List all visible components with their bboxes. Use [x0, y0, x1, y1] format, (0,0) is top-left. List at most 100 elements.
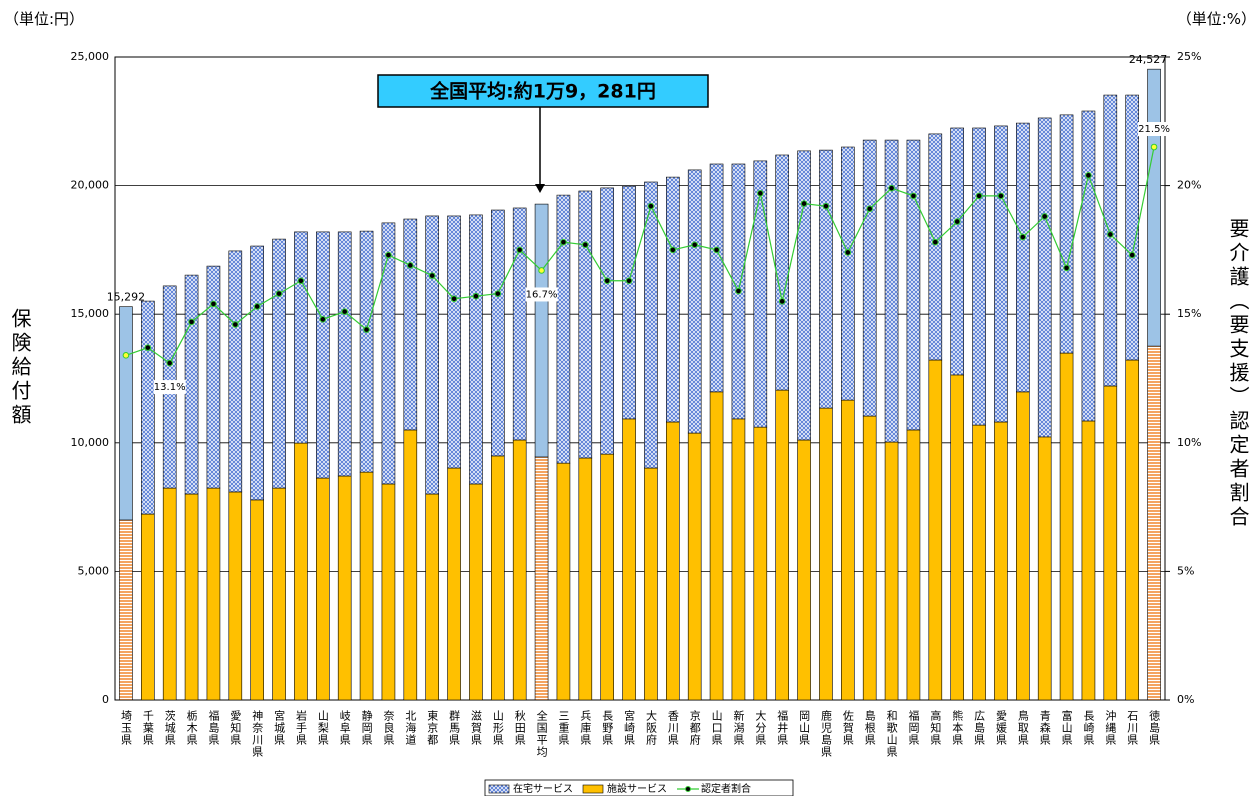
line-point — [385, 251, 392, 259]
line-point — [472, 292, 480, 300]
total-label: 15,292 — [107, 291, 146, 304]
bar-segment — [512, 439, 527, 701]
x-tick-label: 徳島県 — [1148, 710, 1161, 746]
bar-segment — [316, 477, 330, 701]
x-tick-label: 佐賀県 — [841, 709, 854, 746]
line-point — [407, 262, 414, 269]
bar-segment — [491, 209, 505, 457]
line-point — [1041, 213, 1048, 220]
bar-segment — [1016, 391, 1030, 701]
bar-segment — [819, 149, 833, 409]
bar-segment — [709, 391, 724, 701]
line-point — [757, 190, 764, 197]
x-tick-label: 静岡県 — [360, 709, 373, 746]
bar-segment — [578, 457, 593, 701]
x-tick-label: 島根県 — [863, 709, 876, 746]
x-tick-label: 岐阜県 — [338, 710, 351, 746]
bar-segment — [1059, 114, 1074, 354]
x-tick-label: 茨城県 — [163, 709, 176, 746]
bar-segment — [337, 231, 352, 477]
x-tick-label: 広島県 — [973, 710, 986, 746]
bar-segment — [1125, 359, 1139, 701]
x-tick-label: 高知県 — [929, 709, 942, 746]
bar-segment — [841, 146, 855, 401]
x-tick-label: 三重県 — [557, 710, 570, 746]
x-tick-label: 兵庫県 — [579, 710, 592, 746]
y-tick-label: 5,000 — [78, 564, 110, 577]
bar-segment — [228, 250, 243, 493]
bar-segment — [731, 418, 746, 701]
x-tick-label: 東京都 — [426, 710, 439, 746]
bar-segment — [753, 426, 768, 701]
callout: 全国平均:約1万9，281円 — [429, 80, 656, 103]
line-point — [188, 318, 195, 326]
line-point — [275, 290, 283, 297]
legend-label: 施設サービス — [607, 782, 667, 795]
bar-segment — [906, 139, 921, 431]
value-label: 16.7% — [526, 289, 558, 300]
bar-segment — [359, 471, 374, 701]
x-tick-label: 愛媛県 — [994, 710, 1007, 746]
line-point — [603, 277, 611, 285]
line-point — [1085, 172, 1092, 179]
bar-segment — [578, 190, 593, 459]
line-point — [713, 246, 720, 254]
x-tick-label: 神奈川県 — [251, 709, 264, 758]
bar-segment — [512, 207, 527, 441]
bar-segment — [425, 215, 439, 495]
bar-segment — [206, 265, 221, 489]
x-tick-label: 奈良県 — [382, 709, 395, 746]
bar-segment — [709, 163, 724, 393]
x-tick-label: 長野県 — [601, 710, 614, 746]
bar-segment — [928, 133, 943, 361]
x-tick-label: 福井県 — [776, 709, 789, 746]
bar-segment — [753, 160, 768, 428]
bar-segment — [228, 491, 243, 701]
x-tick-label: 富山県 — [1060, 709, 1073, 746]
bar-segment — [622, 185, 636, 420]
bar-segment — [622, 418, 636, 701]
callout-box — [377, 74, 709, 108]
bar-segment — [644, 467, 658, 701]
bar-segment — [381, 222, 396, 485]
bar-segment — [469, 483, 483, 701]
line-point — [691, 241, 698, 249]
line-point — [166, 359, 173, 367]
bar-segment — [1147, 68, 1161, 347]
line-point — [625, 277, 633, 285]
x-tick-label: 滋賀県 — [469, 710, 482, 746]
unit-left: （単位:円） — [4, 10, 85, 28]
line-point — [232, 321, 239, 328]
bar-segment — [1103, 385, 1118, 701]
line-point — [450, 295, 458, 303]
x-tick-label: 長崎県 — [1082, 710, 1095, 746]
line-point — [516, 246, 523, 254]
bar-segment — [972, 424, 986, 701]
x-tick-label: 沖縄県 — [1104, 710, 1117, 746]
bar-segment — [447, 215, 461, 469]
x-tick-label: 千葉県 — [141, 710, 154, 746]
legend-label: 在宅サービス — [513, 782, 573, 795]
bar-segment — [1037, 436, 1052, 701]
bar-segment — [600, 187, 614, 455]
line-point — [144, 344, 152, 351]
line-point — [866, 205, 873, 213]
y-tick-label: 10,000 — [71, 436, 110, 449]
bar-segment — [600, 453, 614, 701]
line-point — [647, 202, 655, 210]
y2-tick-label: 5% — [1177, 564, 1194, 577]
bar-segment — [119, 306, 133, 521]
bar-segment — [972, 127, 986, 426]
bar-segment — [272, 238, 286, 489]
line-point — [538, 267, 545, 274]
bar-segment — [862, 415, 877, 701]
bar-segment — [775, 389, 789, 701]
bar-segment — [316, 231, 330, 479]
x-tick-label: 愛知県 — [229, 710, 242, 746]
bar-segment — [294, 231, 308, 444]
bar-segment — [141, 300, 155, 515]
legend-swatch — [582, 784, 604, 794]
y-tick-label: 20,000 — [71, 179, 110, 192]
